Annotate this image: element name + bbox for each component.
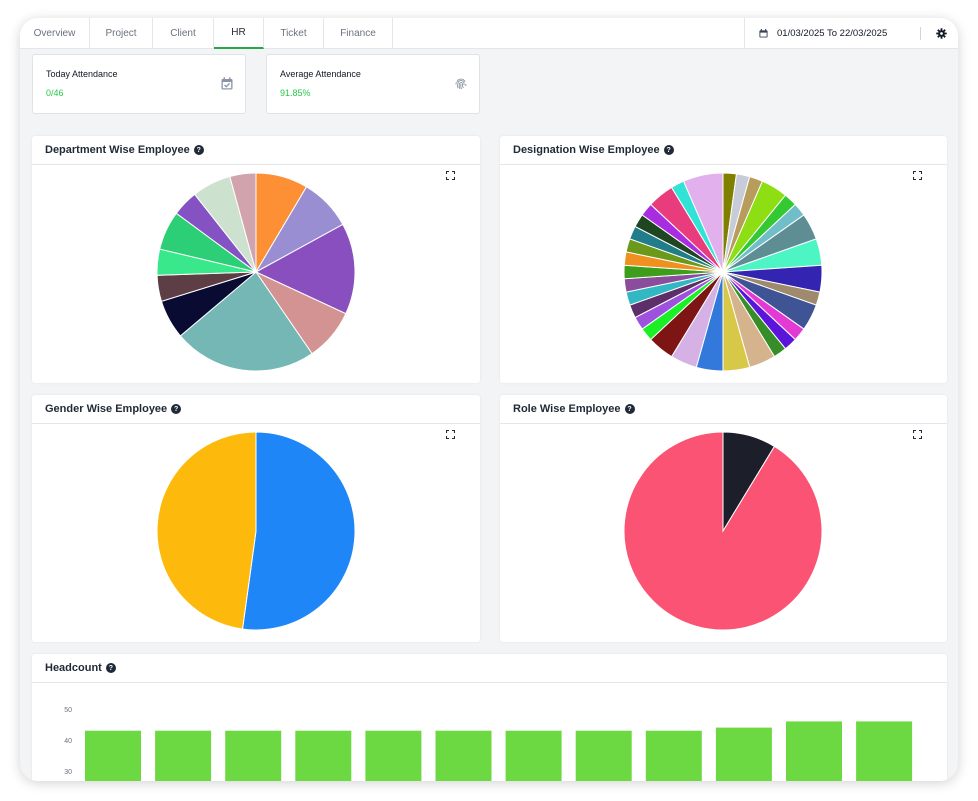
panel-header: Designation Wise Employee ?	[500, 136, 947, 165]
tab-ticket[interactable]: Ticket	[264, 18, 324, 49]
gear-icon[interactable]	[936, 28, 947, 39]
app-window: Overview Project Client HR Ticket Financ…	[20, 18, 958, 781]
date-range-text: 01/03/2025 To 22/03/2025	[777, 28, 888, 39]
panel-header: Headcount ?	[32, 654, 947, 683]
department-slice-2[interactable]	[254, 223, 356, 315]
help-icon[interactable]: ?	[105, 663, 116, 673]
tab-overview[interactable]: Overview	[20, 18, 90, 49]
panel-header: Gender Wise Employee ?	[32, 395, 480, 424]
average-attendance-value: 91.85%	[280, 88, 311, 98]
calendar-check-icon	[221, 77, 233, 90]
headcount-bar-4[interactable]	[365, 730, 422, 781]
role-panel: Role Wise Employee ?	[500, 395, 947, 642]
department-panel: Department Wise Employee ?	[32, 136, 480, 383]
today-attendance-card: Today Attendance 0/46	[32, 54, 246, 114]
average-attendance-card: Average Attendance 91.85%	[266, 54, 480, 114]
headcount-bar-10[interactable]	[786, 721, 842, 781]
headcount-bar-0[interactable]	[85, 730, 141, 781]
fullscreen-icon[interactable]	[446, 430, 455, 439]
gender-panel: Gender Wise Employee ?	[32, 395, 480, 642]
panel-header: Department Wise Employee ?	[32, 136, 480, 165]
headcount-bar-5[interactable]	[435, 730, 492, 781]
headcount-panel: Headcount ? 50 40 30	[32, 654, 947, 781]
gender-title: Gender Wise Employee	[45, 403, 168, 415]
y-tick-label: 50	[64, 707, 72, 714]
fullscreen-icon[interactable]	[913, 171, 922, 180]
divider	[920, 27, 921, 40]
headcount-bar-7[interactable]	[575, 730, 632, 781]
average-attendance-title: Average Attendance	[280, 69, 361, 79]
calendar-icon	[759, 29, 768, 38]
department-slice-4[interactable]	[179, 271, 313, 372]
department-slice-11[interactable]	[229, 172, 257, 273]
headcount-bar-2[interactable]	[225, 730, 282, 781]
headcount-bar-1[interactable]	[155, 730, 212, 781]
department-pie-chart	[156, 172, 356, 372]
department-title: Department Wise Employee	[45, 144, 190, 156]
headcount-bar-9[interactable]	[715, 727, 772, 781]
help-icon[interactable]: ?	[193, 145, 204, 155]
tab-project[interactable]: Project	[90, 18, 153, 49]
headcount-bar-11[interactable]	[856, 721, 913, 781]
fullscreen-icon[interactable]	[913, 430, 922, 439]
headcount-bar-6[interactable]	[505, 730, 562, 781]
y-tick-label: 30	[64, 769, 72, 776]
help-icon[interactable]: ?	[663, 145, 674, 155]
today-attendance-title: Today Attendance	[46, 69, 118, 79]
headcount-bar-8[interactable]	[645, 730, 702, 781]
designation-panel: Designation Wise Employee ?	[500, 136, 947, 383]
date-range-picker[interactable]: 01/03/2025 To 22/03/2025	[744, 18, 922, 49]
gender-slice-1[interactable]	[156, 431, 257, 630]
designation-slice-32[interactable]	[682, 172, 724, 273]
fullscreen-icon[interactable]	[446, 171, 455, 180]
tab-client[interactable]: Client	[153, 18, 214, 49]
designation-pie-chart	[623, 172, 823, 372]
designation-title: Designation Wise Employee	[513, 144, 660, 156]
today-attendance-value: 0/46	[46, 88, 64, 98]
y-tick-label: 40	[64, 738, 72, 745]
tab-bar: Overview Project Client HR Ticket Financ…	[20, 18, 958, 49]
help-icon[interactable]: ?	[624, 404, 635, 414]
tab-hr[interactable]: HR	[214, 18, 264, 49]
headcount-title: Headcount	[45, 662, 102, 674]
tab-finance[interactable]: Finance	[324, 18, 393, 49]
role-pie-chart	[623, 431, 823, 631]
gender-pie-chart	[156, 431, 356, 631]
gender-slice-0[interactable]	[241, 431, 356, 631]
headcount-bar-chart: 50 40 30	[64, 707, 913, 781]
fingerprint-icon	[455, 78, 467, 90]
role-title: Role Wise Employee	[513, 403, 621, 415]
role-slice-1[interactable]	[623, 431, 823, 631]
panel-header: Role Wise Employee ?	[500, 395, 947, 424]
headcount-bar-3[interactable]	[295, 730, 352, 781]
help-icon[interactable]: ?	[171, 404, 182, 414]
